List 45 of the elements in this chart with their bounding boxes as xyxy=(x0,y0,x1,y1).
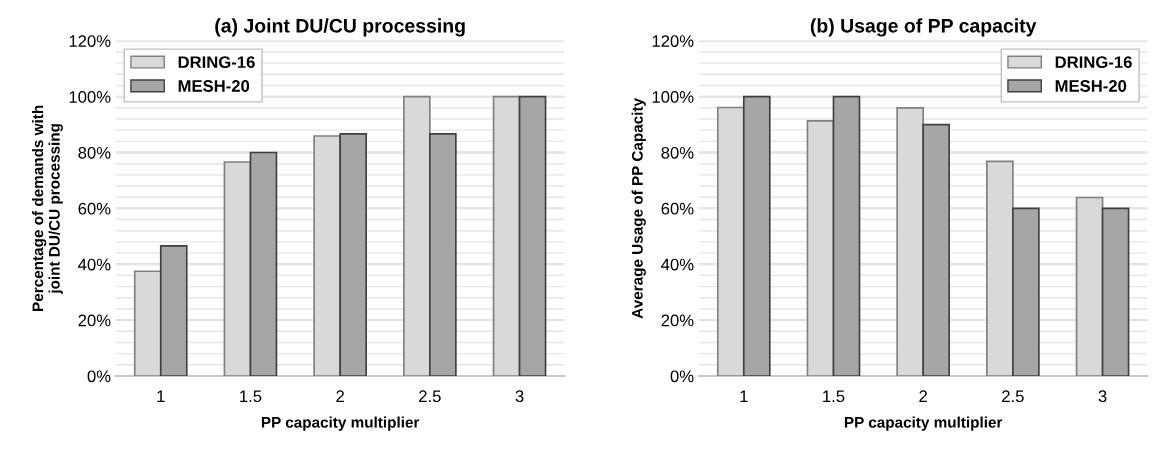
bar xyxy=(429,132,457,376)
y-tick-label: 80% xyxy=(661,146,694,159)
bar xyxy=(1101,207,1130,376)
legend-label: MESH-20 xyxy=(178,80,250,92)
x-axis-title: PP capacity multiplier xyxy=(844,416,1003,431)
chart-title: (a) Joint DU/CU processing xyxy=(215,18,465,37)
bar xyxy=(1012,207,1040,376)
y-tick-label: 60% xyxy=(661,202,694,215)
y-axis-title: Percentage of demands with joint DU/CU processing xyxy=(32,105,63,311)
y-tick-label: 20% xyxy=(78,314,111,327)
x-tick-label: 1 xyxy=(740,390,748,402)
y-tick-label: 0% xyxy=(670,370,694,383)
x-tick-label: 2.5 xyxy=(1002,390,1024,403)
y-tick-label: 20% xyxy=(661,314,694,327)
bar xyxy=(249,151,278,376)
bar xyxy=(922,123,951,376)
x-tick-label: 2.5 xyxy=(419,390,441,403)
bar xyxy=(159,244,188,376)
bar xyxy=(518,95,547,376)
y-tick-label: 120% xyxy=(69,35,111,47)
x-tick-label: 3 xyxy=(515,390,524,403)
y-tick-label: 0% xyxy=(87,370,111,383)
x-tick-label: 1.5 xyxy=(240,390,262,403)
bar xyxy=(133,270,162,376)
x-tick-label: 3 xyxy=(1098,390,1107,403)
y-tick-label: 120% xyxy=(652,35,694,47)
y-tick-label: 100% xyxy=(652,91,694,103)
x-tick-label: 1 xyxy=(157,390,165,402)
legend-label: DRING-16 xyxy=(178,56,255,69)
y-axis-title: Average Usage of PP Capacity xyxy=(631,98,646,319)
x-axis-title: PP capacity multiplier xyxy=(261,416,420,431)
x-tick-label: 2 xyxy=(336,390,344,402)
bar xyxy=(832,95,861,376)
y-tick-label: 60% xyxy=(78,202,111,215)
x-tick-label: 2 xyxy=(919,390,927,402)
bar xyxy=(339,132,367,376)
bar xyxy=(742,95,771,376)
y-tick-label: 40% xyxy=(661,258,694,271)
y-tick-label: 40% xyxy=(78,258,111,271)
chart-title: (b) Usage of PP capacity xyxy=(810,18,1037,37)
y-tick-label: 80% xyxy=(78,146,111,159)
legend-label: DRING-16 xyxy=(1055,56,1132,69)
legend-label: MESH-20 xyxy=(1055,80,1127,92)
y-tick-label: 100% xyxy=(69,91,111,103)
x-tick-label: 1.5 xyxy=(823,390,845,403)
